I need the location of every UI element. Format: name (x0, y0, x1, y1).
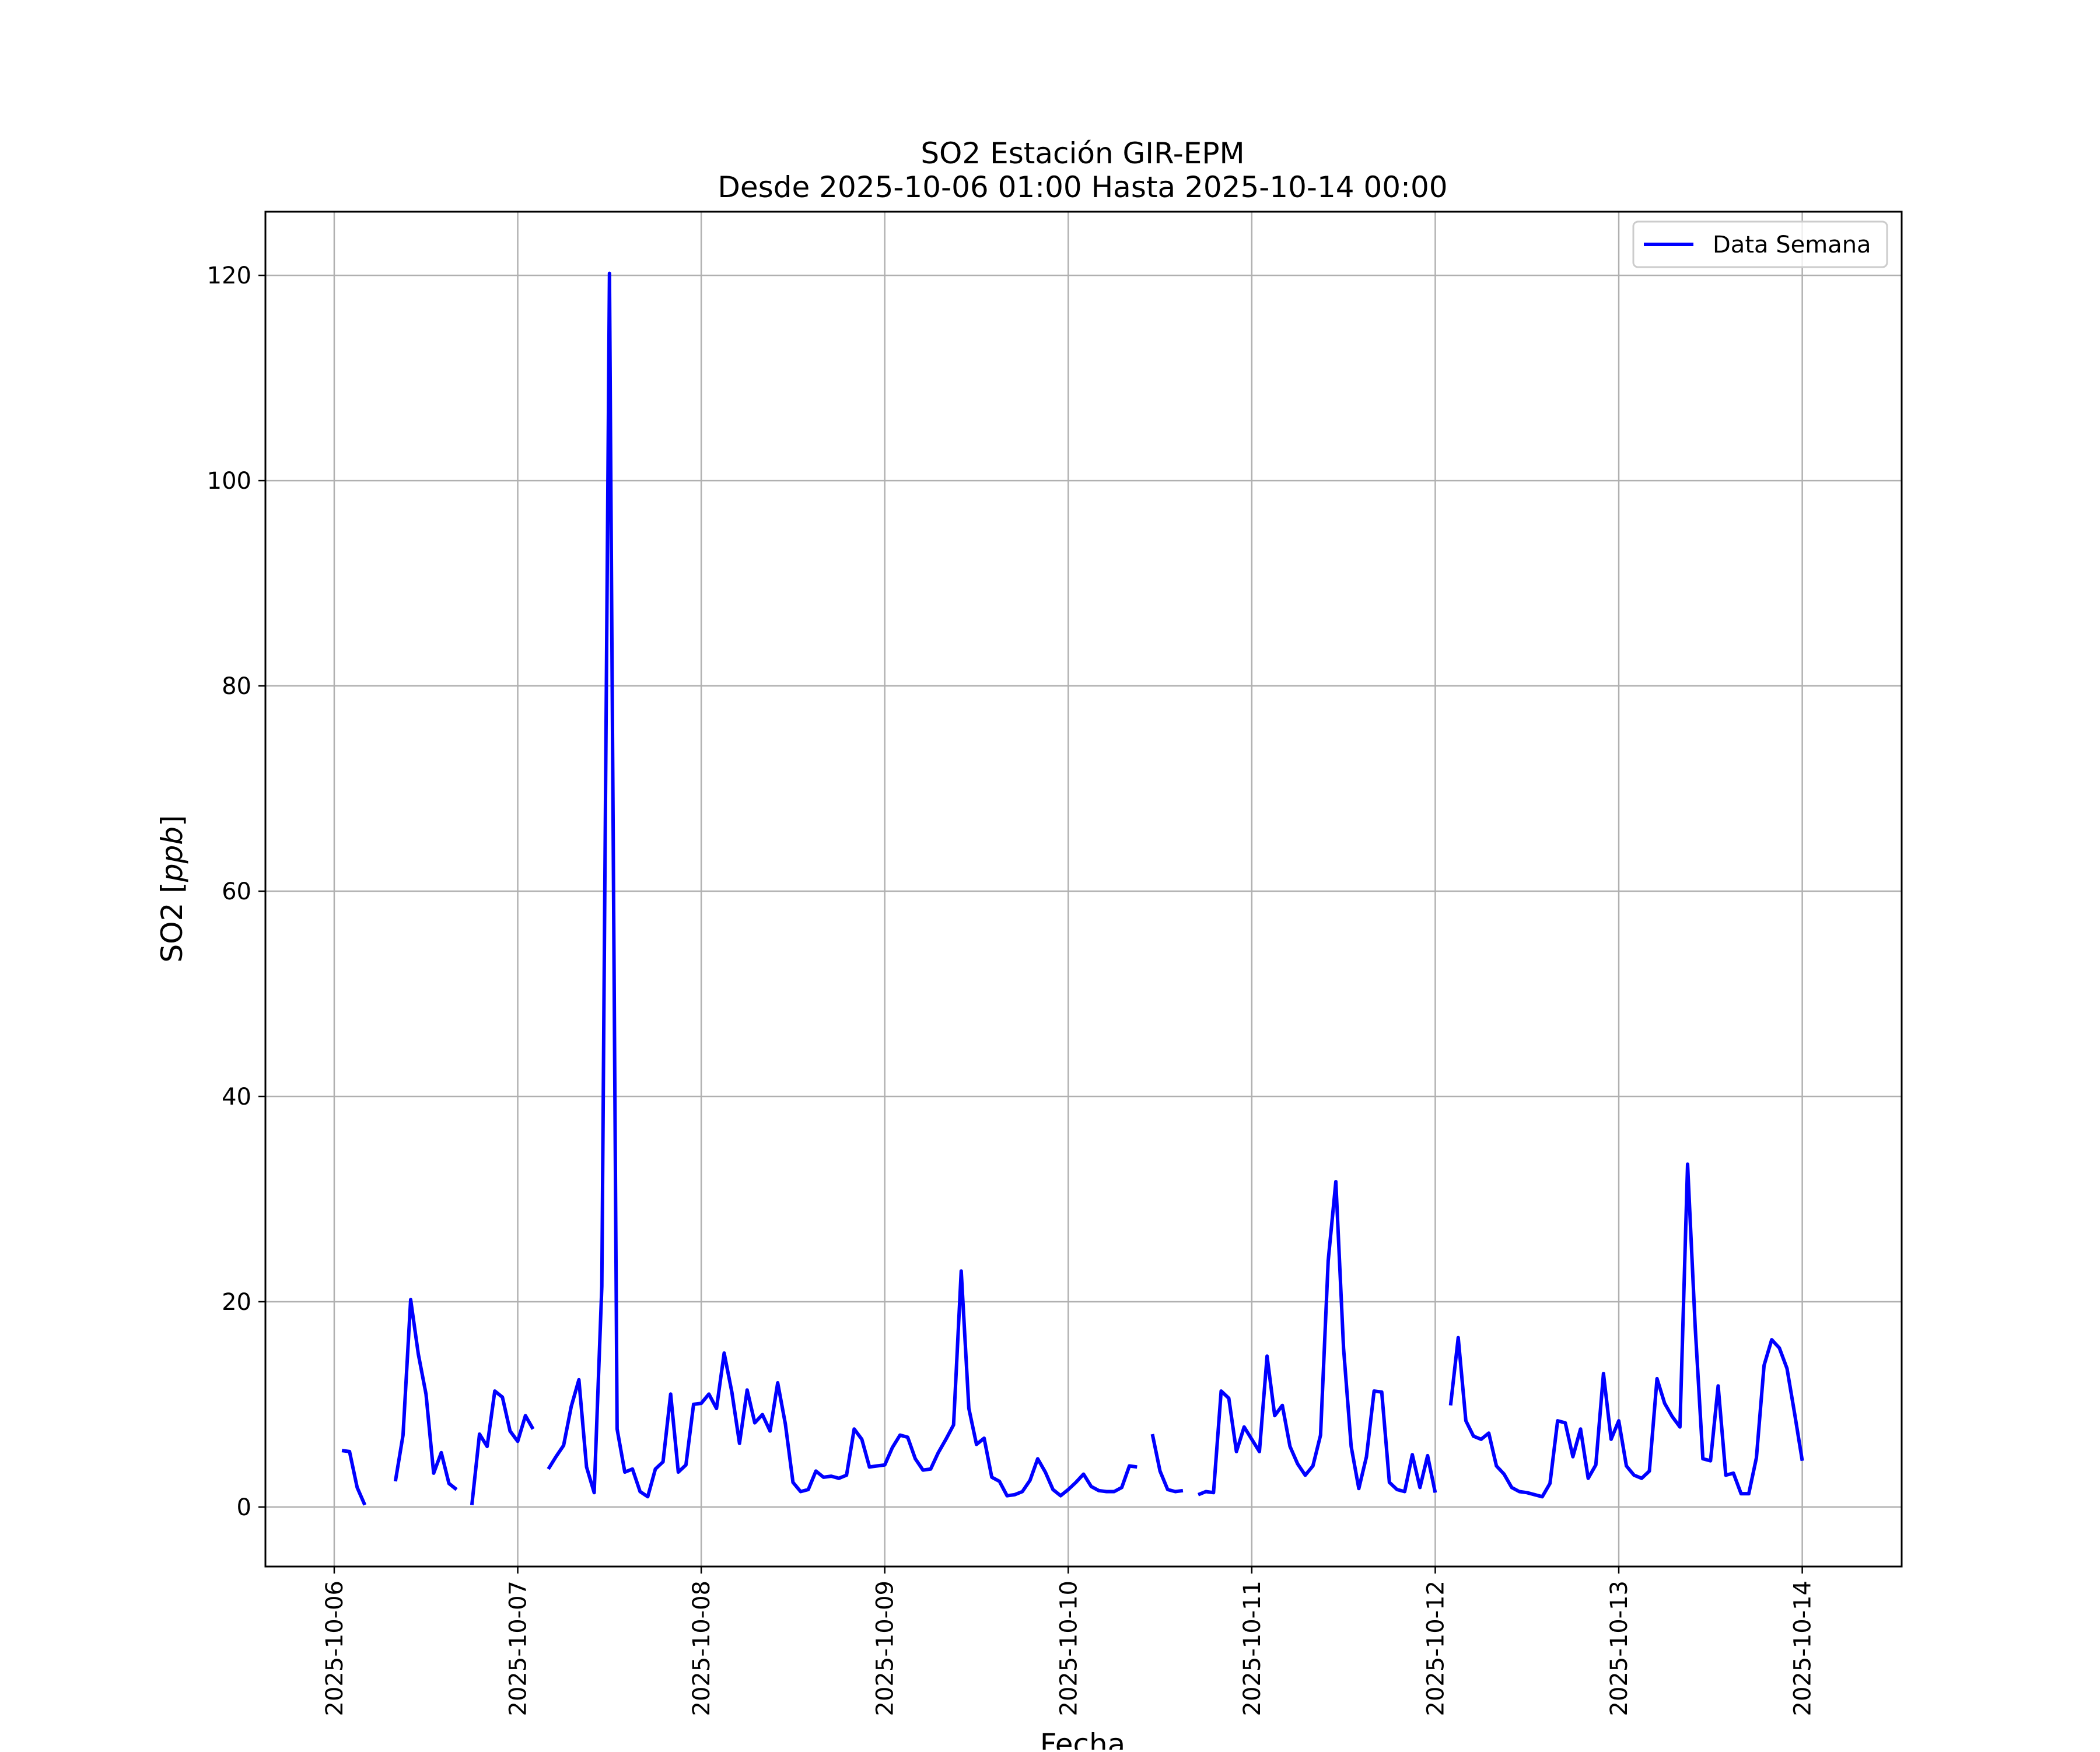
y-axis-ticks: 0 20 40 60 80 100 120 (207, 262, 265, 1521)
y-tick-label: 100 (207, 468, 251, 495)
legend: Data Semana (1632, 220, 1888, 268)
y-axis-label-unit: ppb (155, 826, 189, 882)
y-tick-label: 40 (222, 1084, 251, 1110)
x-tick-label: 2025-10-14 (1790, 1581, 1817, 1716)
series-line-segment (1448, 1162, 1804, 1499)
y-tick-label: 0 (237, 1494, 251, 1521)
plot-area-frame (264, 211, 1903, 1568)
series-line-segment (470, 1389, 535, 1505)
x-tick-label: 2025-10-12 (1422, 1581, 1449, 1716)
legend-box (1632, 220, 1888, 268)
y-tick-label: 120 (207, 262, 251, 289)
y-tick-label: 80 (222, 673, 251, 700)
x-axis-ticks: 2025-10-06 2025-10-07 2025-10-08 2025-10-09… (321, 1567, 1817, 1716)
grid (265, 212, 1902, 1567)
x-tick-label: 2025-10-10 (1055, 1581, 1082, 1716)
chart-subtitle: Desde 2025-10-06 01:00 Hasta 2025-10-14 … (718, 170, 1447, 204)
series-line-segment (341, 1449, 367, 1506)
x-tick-label: 2025-10-09 (872, 1581, 899, 1716)
x-tick-label: 2025-10-13 (1606, 1581, 1633, 1716)
series-line-segment (1150, 1434, 1184, 1494)
series-line-segment (547, 271, 1138, 1499)
legend-label-data-semana: Data Semana (1713, 232, 1871, 258)
series-line-segment (393, 1298, 458, 1491)
x-tick-label: 2025-10-08 (688, 1581, 715, 1716)
series-line-data-semana (341, 271, 1804, 1506)
series-line-segment (1197, 1180, 1437, 1497)
x-axis-label: Fecha (1040, 1728, 1126, 1750)
chart-title: SO2 Estación GIR-EPM (921, 136, 1244, 170)
y-tick-label: 60 (222, 878, 251, 905)
x-tick-label: 2025-10-11 (1239, 1581, 1266, 1716)
y-axis-label-end: ] (155, 815, 189, 826)
x-tick-label: 2025-10-07 (505, 1581, 532, 1716)
y-axis-label: SO2 [ppb] (155, 815, 189, 962)
y-tick-label: 20 (222, 1289, 251, 1316)
y-axis-label-main: SO2 [ (155, 882, 189, 962)
x-tick-label: 2025-10-06 (321, 1581, 348, 1716)
